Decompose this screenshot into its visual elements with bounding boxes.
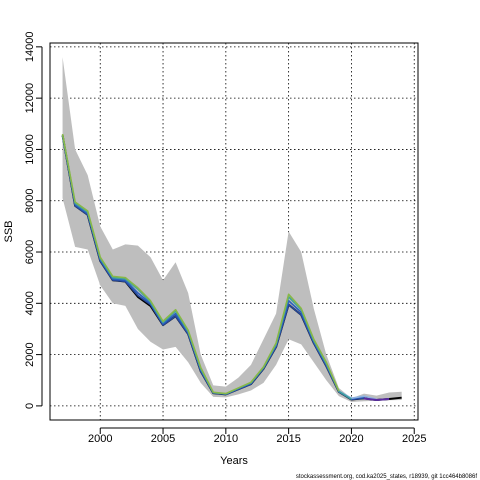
- y-tick-label: 6000: [24, 240, 36, 264]
- confidence-band-layer: [62, 57, 402, 403]
- y-tick-label: 2000: [24, 342, 36, 366]
- y-axis: 0 2000 4000 6000 8000 10000 12000 14000: [24, 32, 43, 409]
- series-line-6: [363, 397, 390, 401]
- grid-lines: [50, 43, 418, 420]
- x-tick-label: 2015: [276, 433, 300, 445]
- series-line-5: [61, 135, 352, 400]
- x-tick-label: 2010: [214, 433, 238, 445]
- x-axis: 2000 2005 2010 2015 2020 2025: [88, 427, 426, 445]
- y-tick-label: 0: [24, 403, 36, 409]
- series-lines-layer: [61, 133, 402, 401]
- x-tick-label: 2000: [88, 433, 112, 445]
- confidence-band: [62, 57, 402, 403]
- y-tick-label: 10000: [24, 134, 36, 165]
- series-line-7: [61, 133, 340, 395]
- plot-frame: [49, 42, 419, 421]
- y-tick-label: 8000: [24, 188, 36, 212]
- x-tick-label: 2020: [339, 433, 363, 445]
- y-tick-label: 12000: [24, 83, 36, 114]
- credit-text: stockassessment.org, cod.ka2025_states, …: [296, 474, 477, 480]
- y-tick-label: 4000: [24, 291, 36, 315]
- y-tick-label: 14000: [24, 32, 36, 63]
- y-axis-label: SSB: [3, 220, 15, 242]
- x-tick-label: 2005: [151, 433, 175, 445]
- x-tick-label: 2025: [402, 433, 426, 445]
- x-axis-label: Years: [220, 455, 248, 467]
